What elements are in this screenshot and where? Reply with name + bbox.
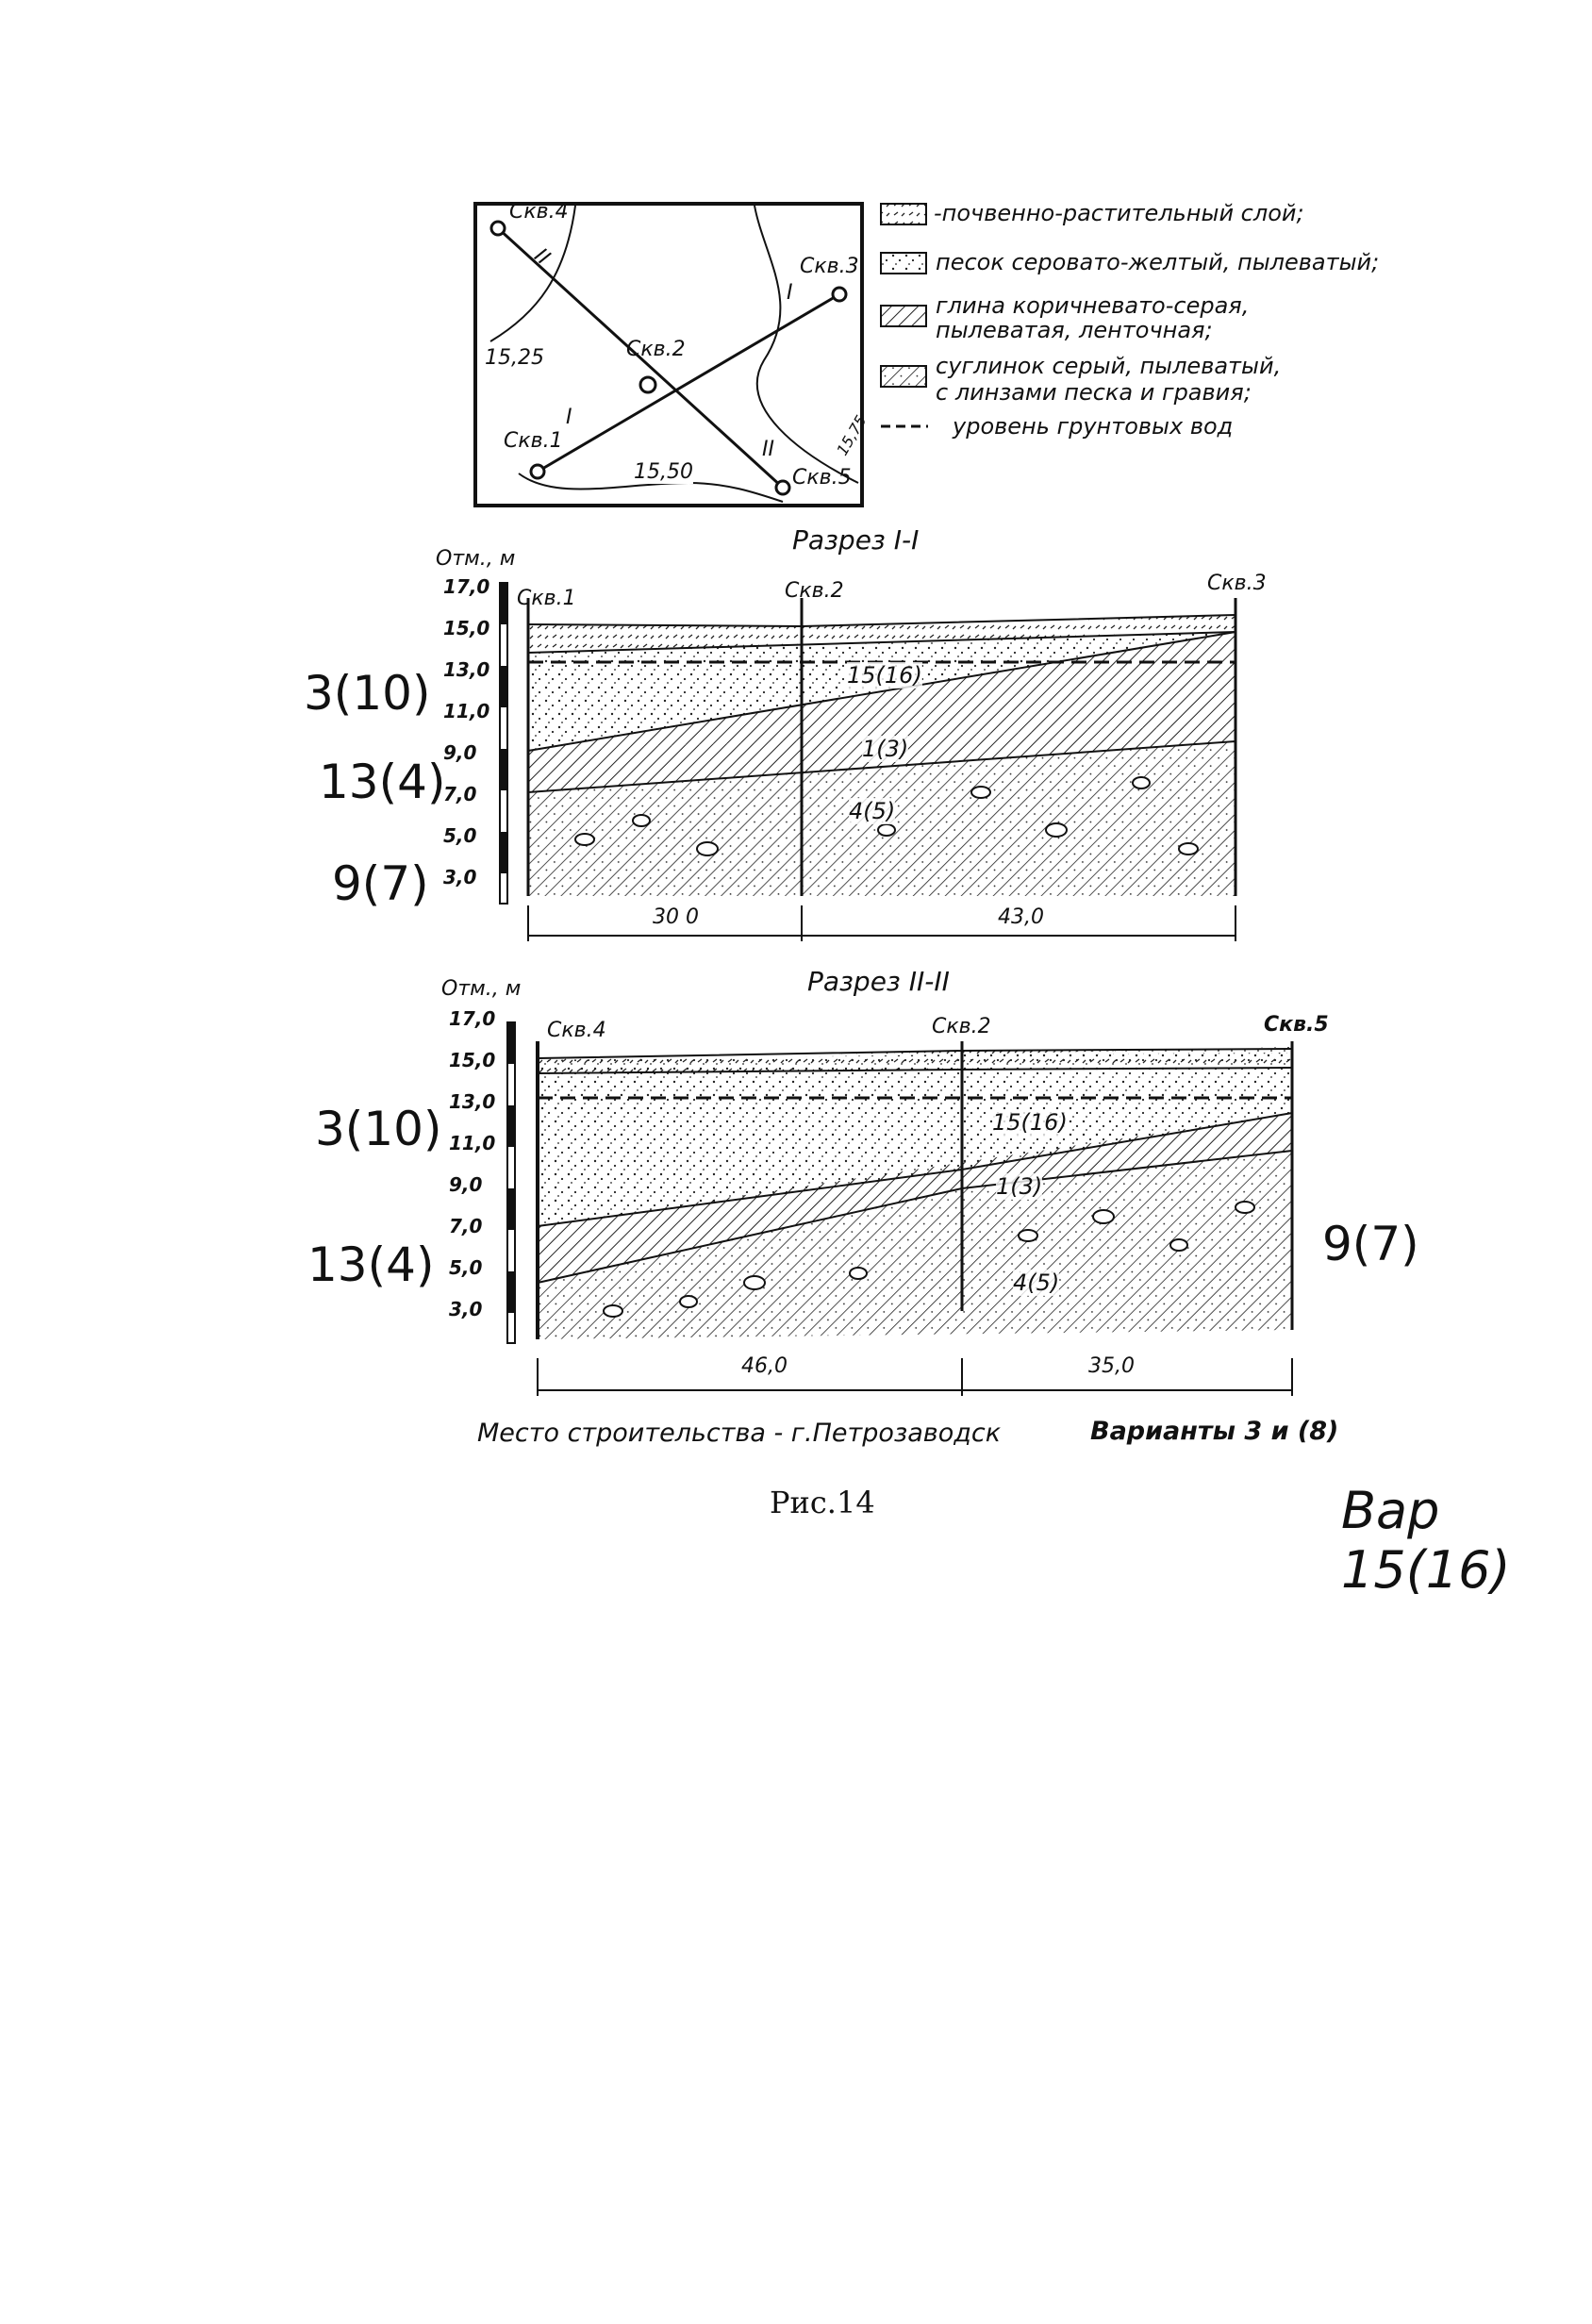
- legend-swatch-soil: [880, 203, 927, 225]
- section2-layer-label: 1(3): [996, 1173, 1043, 1200]
- axis-tick: 15,0: [449, 1049, 496, 1071]
- axis-tick: 9,0: [449, 1173, 483, 1196]
- axis-tick: 15,0: [443, 617, 490, 639]
- layer-clay-upper: [528, 632, 1235, 751]
- legend: -почвенно-растительный слой; песок серов…: [877, 200, 1405, 445]
- section2-distance: 46,0: [741, 1354, 788, 1378]
- axis-tick: 5,0: [443, 824, 477, 847]
- variant-handwritten: Вар 15(16): [1341, 1481, 1511, 1600]
- well-marker: [831, 286, 848, 303]
- legend-swatch-sand: [880, 252, 927, 274]
- legend-sand-text: песок серовато-желтый, пылеватый;: [936, 249, 1380, 275]
- legend-swatch-clay: [880, 305, 927, 327]
- figure-caption: Рис.14: [770, 1485, 875, 1520]
- axis-tick: 17,0: [443, 575, 490, 598]
- handwritten-note: 3(10): [315, 1102, 442, 1156]
- handwritten-note: 3(10): [304, 666, 431, 721]
- axis-tick: 3,0: [449, 1298, 483, 1320]
- section2-layer-label: 15(16): [992, 1109, 1068, 1136]
- axis-tick: 17,0: [449, 1007, 496, 1030]
- axis-tick: 11,0: [449, 1132, 496, 1154]
- section2-well-label: Скв.5: [1264, 1013, 1329, 1037]
- plan-well-label: Скв.5: [792, 466, 852, 490]
- axis-tick: 11,0: [443, 700, 490, 722]
- axis-tick: 7,0: [443, 783, 477, 805]
- axis-tick: 13,0: [449, 1090, 496, 1113]
- axis-tick: 13,0: [443, 658, 490, 681]
- legend-soil-text: -почвенно-растительный слой;: [934, 200, 1304, 226]
- layer-soil: [528, 615, 1235, 653]
- section1-axis-label: Отм., м: [436, 547, 516, 571]
- section2-title: Разрез II-II: [807, 966, 950, 997]
- legend-loam-text2: с линзами песка и гравия;: [936, 379, 1252, 406]
- plan-well-label: Скв.4: [509, 200, 569, 224]
- section2-well-label: Скв.2: [932, 1015, 991, 1038]
- handwritten-note: 13(4): [319, 755, 446, 809]
- handwritten-note: 9(7): [332, 856, 429, 911]
- section2-profile: [506, 1021, 1294, 1396]
- plan-line-mark: I: [566, 406, 572, 429]
- section1-layer-label: 15(16): [847, 662, 922, 689]
- axis-tick: 5,0: [449, 1256, 483, 1279]
- handwritten-note: 9(7): [1322, 1217, 1419, 1271]
- section1-well-label: Скв.3: [1207, 572, 1267, 595]
- layer-sand: [538, 1047, 1292, 1226]
- section2-well-label: Скв.4: [547, 1019, 606, 1042]
- construction-site: Место строительства - г.Петрозаводск: [477, 1419, 1002, 1448]
- plan-well-label: Скв.3: [800, 255, 859, 278]
- section1-layer-label: 4(5): [849, 798, 896, 824]
- variants-caption: Варианты 3 и (8): [1090, 1417, 1339, 1446]
- plan-contour-label: 15,50: [634, 460, 693, 484]
- handwritten-note: 13(4): [307, 1237, 435, 1292]
- plan-well-label: Скв.1: [504, 429, 563, 453]
- axis-tick: 7,0: [449, 1215, 483, 1237]
- well-marker: [638, 375, 657, 394]
- contour-line: [489, 205, 576, 342]
- legend-swatch-loam: [880, 365, 927, 388]
- section-line-ii: [496, 226, 785, 490]
- section1-well-label: Скв.2: [785, 579, 844, 603]
- section2-axis-label: Отм., м: [441, 977, 522, 1001]
- axis-tick: 3,0: [443, 866, 477, 888]
- well-marker: [774, 479, 791, 496]
- section-line-i: [537, 292, 840, 473]
- section1-title: Разрез I-I: [792, 524, 920, 556]
- legend-clay-text2: пылеватая, ленточная;: [936, 317, 1213, 343]
- plan-line-mark: II: [762, 438, 774, 461]
- axis-tick: 9,0: [443, 741, 477, 764]
- legend-loam-text: суглинок серый, пылеватый,: [936, 353, 1282, 379]
- contour-line: [754, 205, 859, 484]
- well-marker: [489, 220, 506, 237]
- section1-distance: 43,0: [998, 905, 1044, 929]
- section1-well-label: Скв.1: [517, 587, 576, 610]
- legend-water-text: уровень грунтовых вод: [953, 413, 1234, 440]
- plan-contour-label: 15,25: [485, 346, 544, 370]
- layer-loam: [538, 1151, 1292, 1339]
- legend-clay-text: глина коричневато-серая,: [936, 292, 1250, 319]
- plan-well-label: Скв.2: [626, 338, 686, 361]
- well-marker: [529, 463, 546, 480]
- section2-layer-label: 4(5): [1013, 1270, 1060, 1296]
- section1-distance: 30 0: [653, 905, 699, 929]
- section2-distance: 35,0: [1088, 1354, 1135, 1378]
- section1-layer-label: 1(3): [862, 736, 909, 762]
- plan-line-mark: I: [787, 281, 793, 305]
